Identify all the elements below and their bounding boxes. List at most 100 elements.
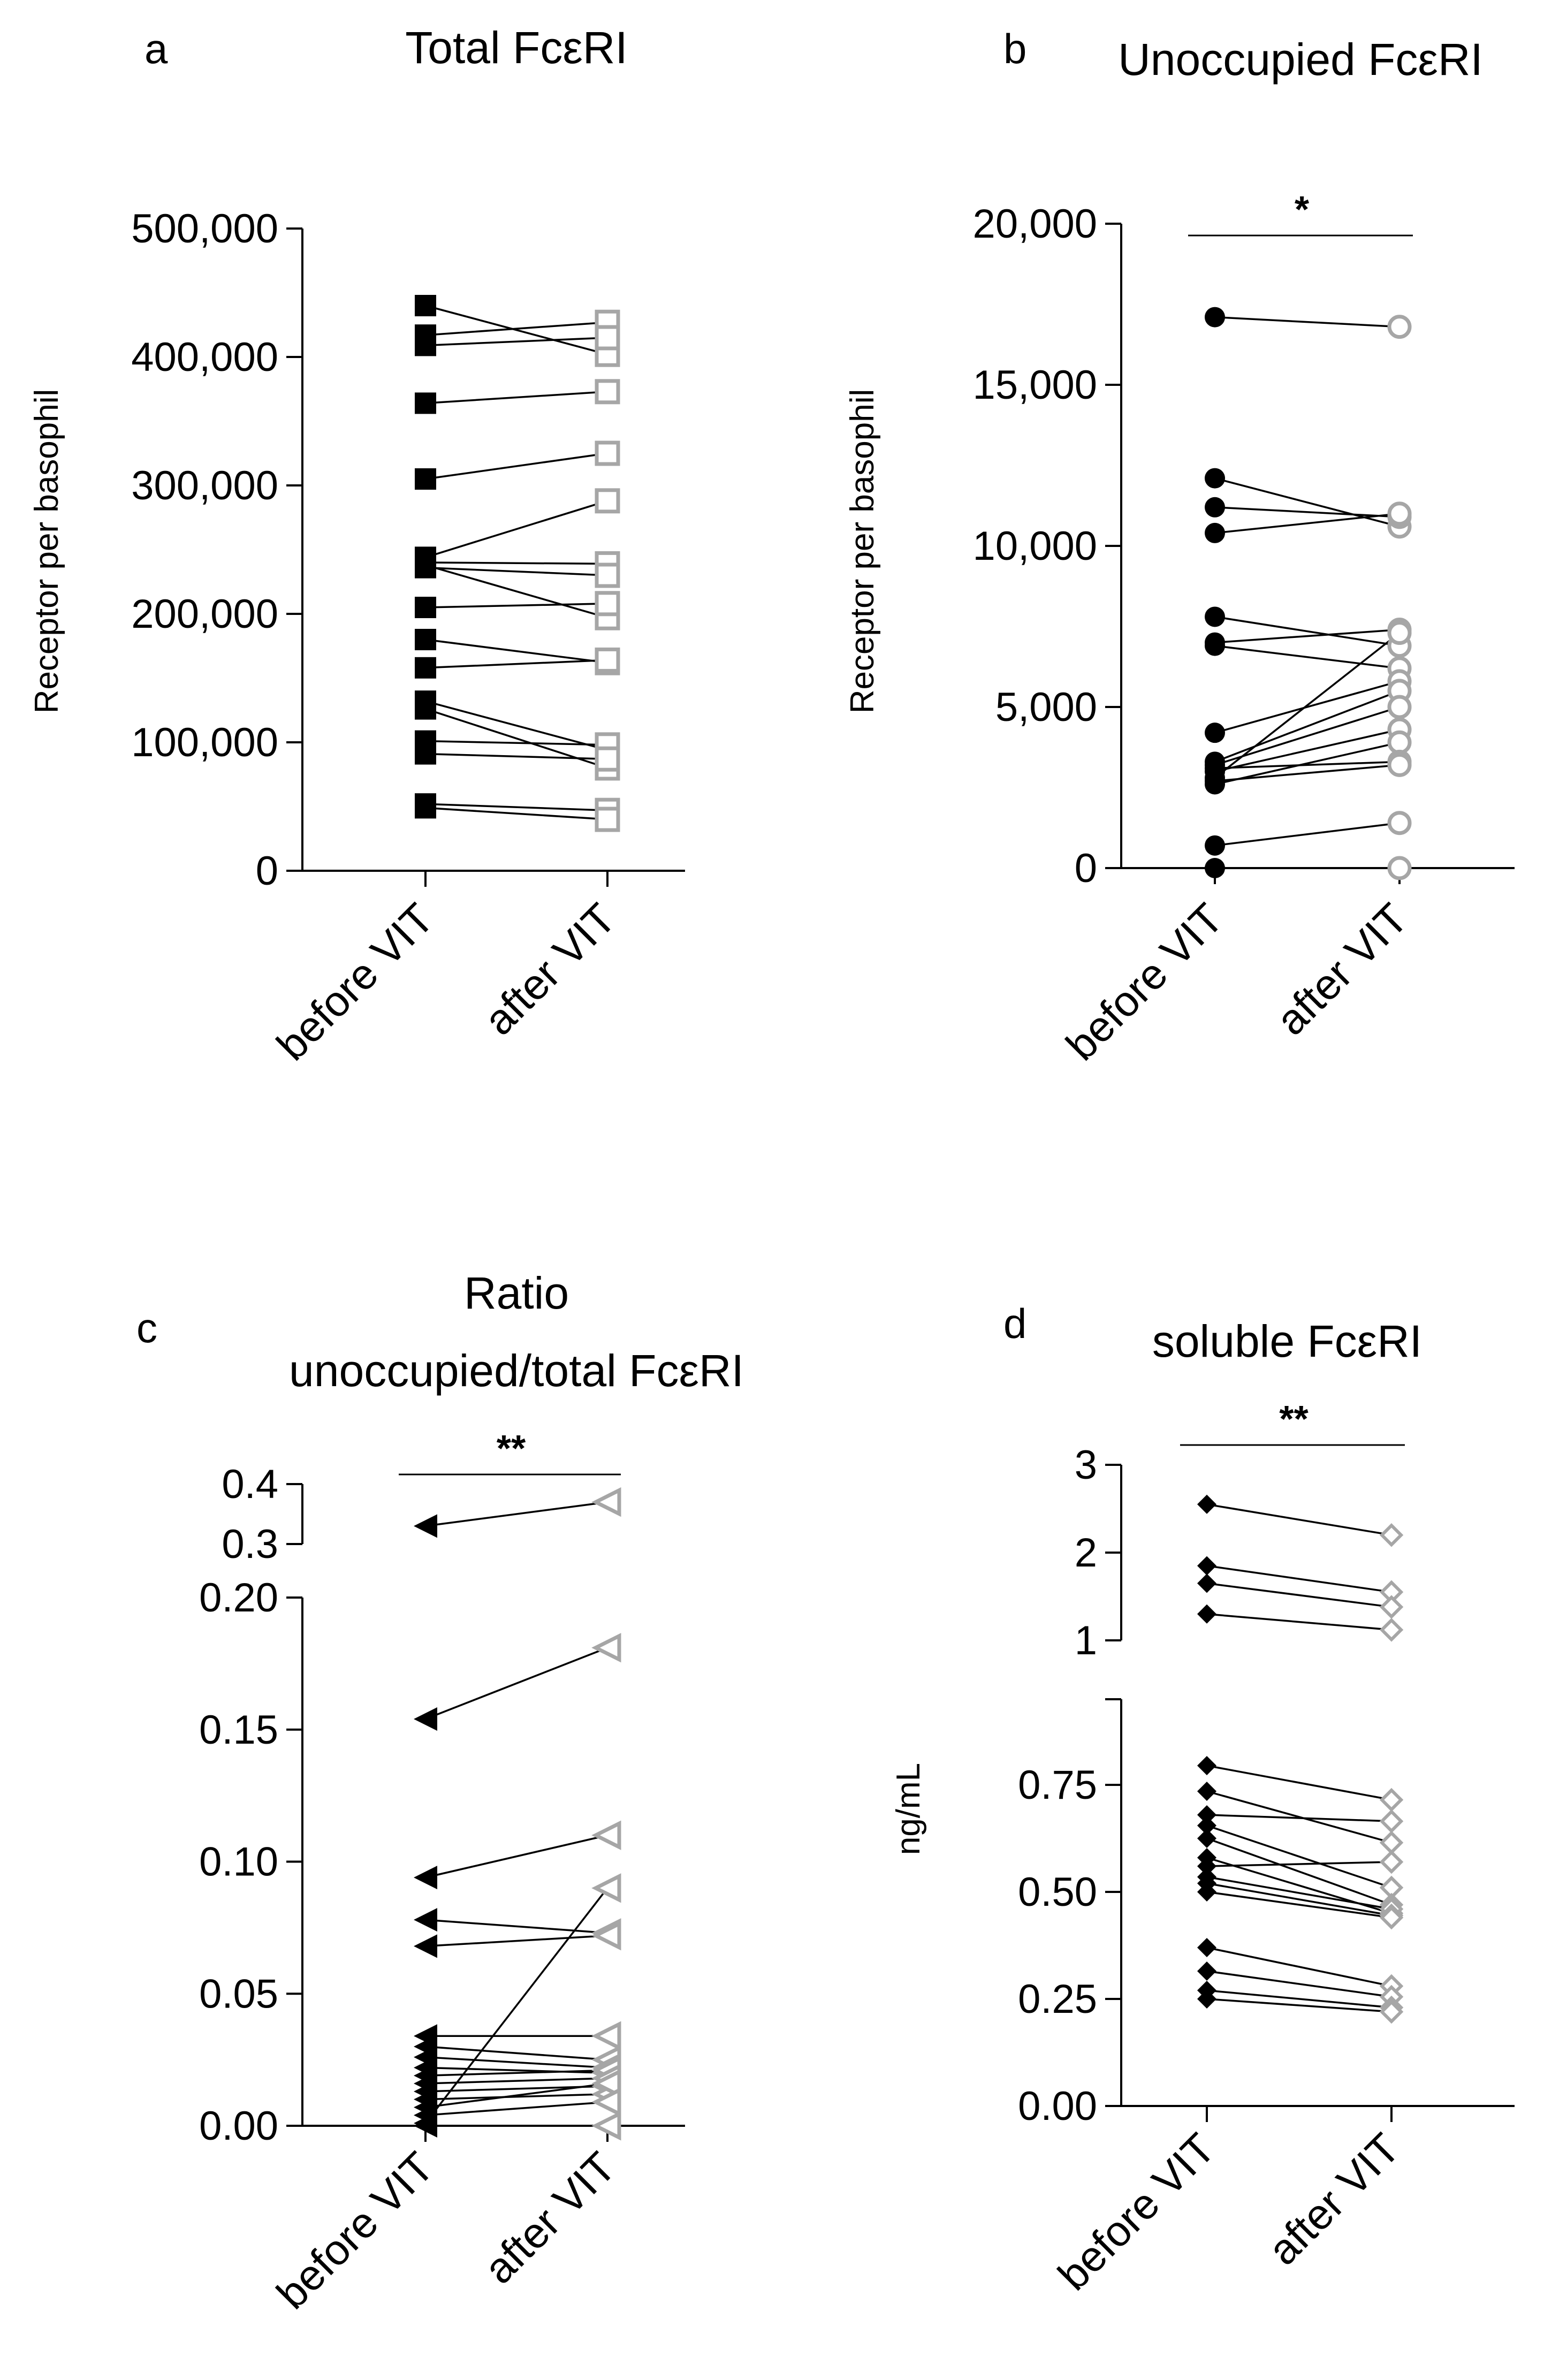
point-after-c-4 — [591, 1921, 621, 1951]
pair-line-d-4 — [1206, 1765, 1392, 1801]
panel-letter-a: a — [144, 25, 168, 72]
point-after-c-15 — [591, 1873, 621, 1903]
point-before-c-4 — [414, 1934, 437, 1958]
panel-letter-b: b — [1003, 25, 1026, 72]
pair-line-d-17 — [1206, 1998, 1392, 2013]
point-after-d-0 — [1379, 1523, 1404, 1547]
point-before-d-1 — [1197, 1556, 1216, 1576]
point-after-c-5 — [591, 2021, 621, 2051]
point-before-d-13 — [1197, 1882, 1216, 1902]
pair-line-c-10 — [425, 2077, 608, 2085]
point-before-b-6 — [1205, 635, 1225, 656]
point-before-b-4 — [1205, 606, 1225, 627]
pair-line-a-11 — [425, 659, 608, 669]
pair-line-a-5 — [425, 500, 608, 559]
point-before-a-15 — [415, 743, 436, 765]
pair-line-a-17 — [425, 807, 608, 820]
pair-line-a-15 — [425, 752, 608, 760]
pair-line-a-6 — [425, 561, 608, 565]
point-after-d-17 — [1379, 1999, 1404, 2024]
y-tick-label-b-3: 15,000 — [973, 362, 1097, 408]
point-before-b-0 — [1205, 307, 1225, 328]
significance-label-c: ** — [497, 1427, 526, 1469]
point-before-d-8 — [1197, 1829, 1216, 1848]
y-tick-label-d-2: 0.50 — [1018, 1869, 1097, 1915]
y-tick-label-a-3: 300,000 — [131, 463, 278, 508]
point-after-a-11 — [595, 647, 620, 673]
pair-line-b-13 — [1214, 761, 1400, 770]
pair-line-d-5 — [1206, 1790, 1392, 1844]
point-before-a-0 — [415, 295, 436, 316]
pair-line-c-2 — [425, 1834, 608, 1879]
pair-line-d-13 — [1206, 1891, 1392, 1919]
pair-line-b-5 — [1214, 628, 1400, 644]
point-after-b-0 — [1387, 315, 1412, 339]
pair-line-c-4 — [425, 1934, 608, 1948]
pair-line-c-15 — [424, 1887, 609, 2124]
point-before-c-1 — [414, 1707, 437, 1731]
panel-d: d soluble FcεRI ng/mL 0.00 0.25 0.50 0.75 1 2… — [890, 1300, 1515, 2299]
y-tick-label-d-1: 0.25 — [1018, 1976, 1097, 2022]
y-tick-label-c-1: 0.05 — [199, 1971, 278, 2017]
point-before-d-5 — [1197, 1782, 1216, 1801]
point-after-a-9 — [595, 591, 620, 617]
panel-a: a Total FcεRI Receptor per basophil 0 100… — [28, 22, 685, 1069]
point-after-a-17 — [595, 807, 620, 832]
x-tick-label-c-1: after VIT — [475, 2143, 625, 2293]
y-axis-label-b: Receptor per basophil — [844, 389, 881, 714]
paired-lines-c — [424, 1501, 609, 2127]
pair-line-b-2 — [1214, 506, 1400, 518]
pair-line-d-7 — [1206, 1824, 1392, 1889]
point-before-c-3 — [414, 1908, 437, 1932]
markers-b — [1205, 307, 1412, 880]
pair-line-a-16 — [425, 803, 608, 811]
pair-line-b-9 — [1214, 706, 1400, 766]
pair-line-a-3 — [425, 391, 608, 405]
point-before-a-3 — [415, 392, 436, 414]
y-tick-label-a-2: 200,000 — [131, 591, 278, 637]
point-after-d-13 — [1379, 1905, 1404, 1930]
pair-line-d-10 — [1206, 1861, 1392, 1867]
point-before-d-10 — [1197, 1857, 1216, 1876]
y-tick-label-b-0: 0 — [1075, 846, 1097, 891]
pair-line-b-8 — [1214, 690, 1400, 763]
pair-line-a-1 — [425, 321, 608, 336]
pair-line-d-16 — [1206, 1989, 1392, 2009]
point-before-d-3 — [1197, 1604, 1216, 1624]
point-after-a-4 — [595, 440, 620, 466]
point-before-a-10 — [415, 629, 436, 650]
pair-line-c-7 — [425, 2056, 608, 2069]
paired-lines-b — [1214, 316, 1401, 869]
markers-d — [1197, 1494, 1404, 2024]
point-before-c-16 — [414, 2114, 437, 2138]
point-before-d-6 — [1197, 1805, 1216, 1824]
pair-line-b-15 — [1214, 822, 1400, 847]
point-before-c-0 — [414, 1514, 437, 1538]
pair-line-a-9 — [425, 603, 608, 609]
point-after-b-3 — [1387, 501, 1412, 526]
pair-line-b-4 — [1214, 615, 1400, 647]
pair-line-b-1 — [1214, 477, 1400, 528]
point-after-b-9 — [1387, 695, 1412, 719]
y-tick-label-d-4: 1 — [1075, 1618, 1097, 1663]
pair-line-c-3 — [425, 1919, 608, 1934]
point-before-d-15 — [1197, 1961, 1216, 1981]
y-tick-label-d-3: 0.75 — [1018, 1762, 1097, 1808]
pair-line-c-1 — [425, 1647, 608, 1720]
point-before-a-8 — [415, 554, 436, 576]
y-tick-label-b-4: 20,000 — [973, 201, 1097, 247]
x-tick-label-d-1: after VIT — [1259, 2124, 1409, 2274]
x-tick-label-d-0: before VIT — [1049, 2124, 1224, 2299]
x-tick-label-a-0: before VIT — [268, 894, 443, 1069]
point-before-d-4 — [1197, 1756, 1216, 1775]
pair-line-b-12 — [1214, 741, 1400, 786]
point-before-a-11 — [415, 657, 436, 679]
pair-line-d-3 — [1206, 1613, 1392, 1631]
pair-line-d-12 — [1206, 1882, 1392, 1917]
pair-line-d-0 — [1206, 1503, 1392, 1536]
axes-b: 0 5,000 10,000 15,000 20,000 before VIT after … — [973, 188, 1515, 1069]
pair-line-c-6 — [425, 2046, 608, 2061]
point-before-d-17 — [1197, 1989, 1216, 2009]
point-before-a-13 — [415, 698, 436, 720]
